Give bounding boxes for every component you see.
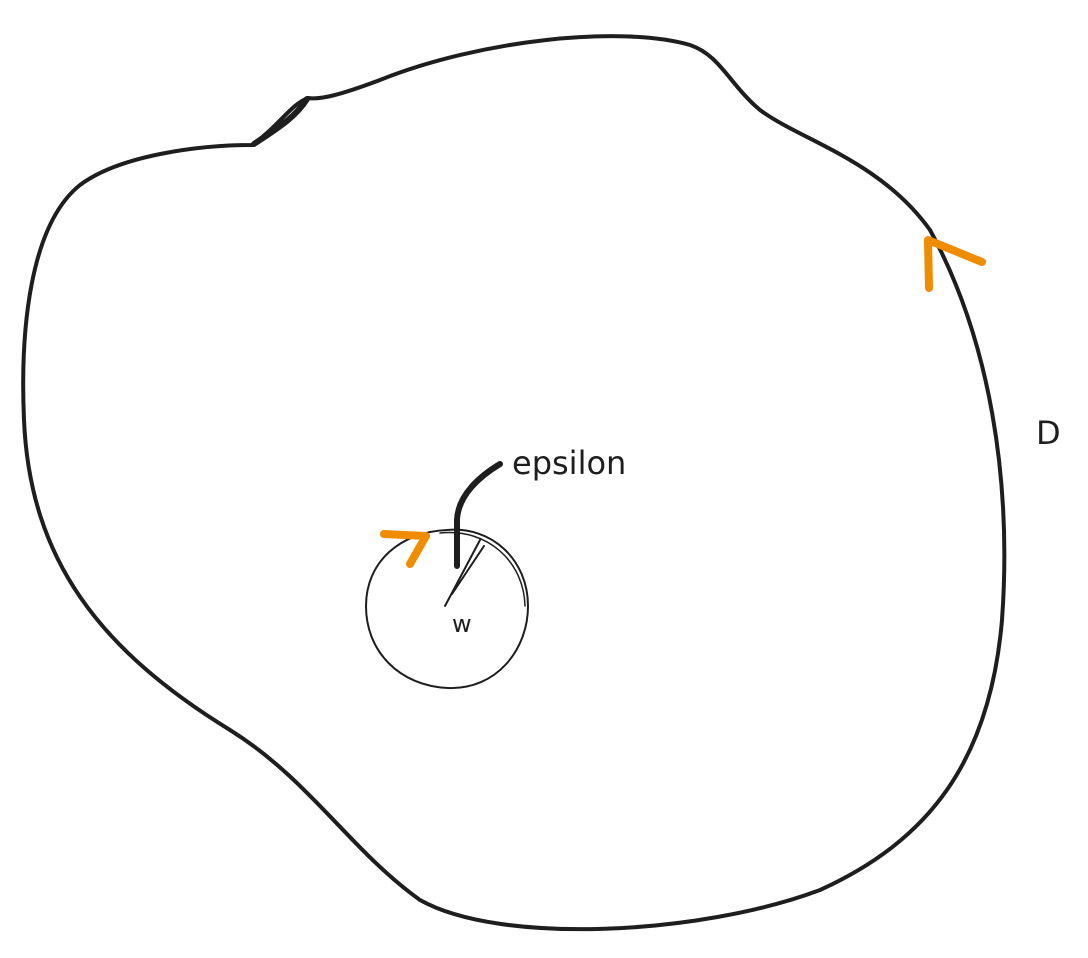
center-label: w [452,610,472,638]
region-label: D [1036,414,1061,452]
inner-direction-arrow [380,530,430,568]
outer-contour [21,34,1007,932]
epsilon-label: epsilon [512,444,626,482]
epsilon-circle [364,528,530,690]
epsilon-circle-second-stroke [439,531,526,607]
outer-direction-arrow [924,236,986,292]
epsilon-leader-line [454,461,503,569]
outer-contour-notch [251,96,310,147]
radius-line [444,539,485,607]
